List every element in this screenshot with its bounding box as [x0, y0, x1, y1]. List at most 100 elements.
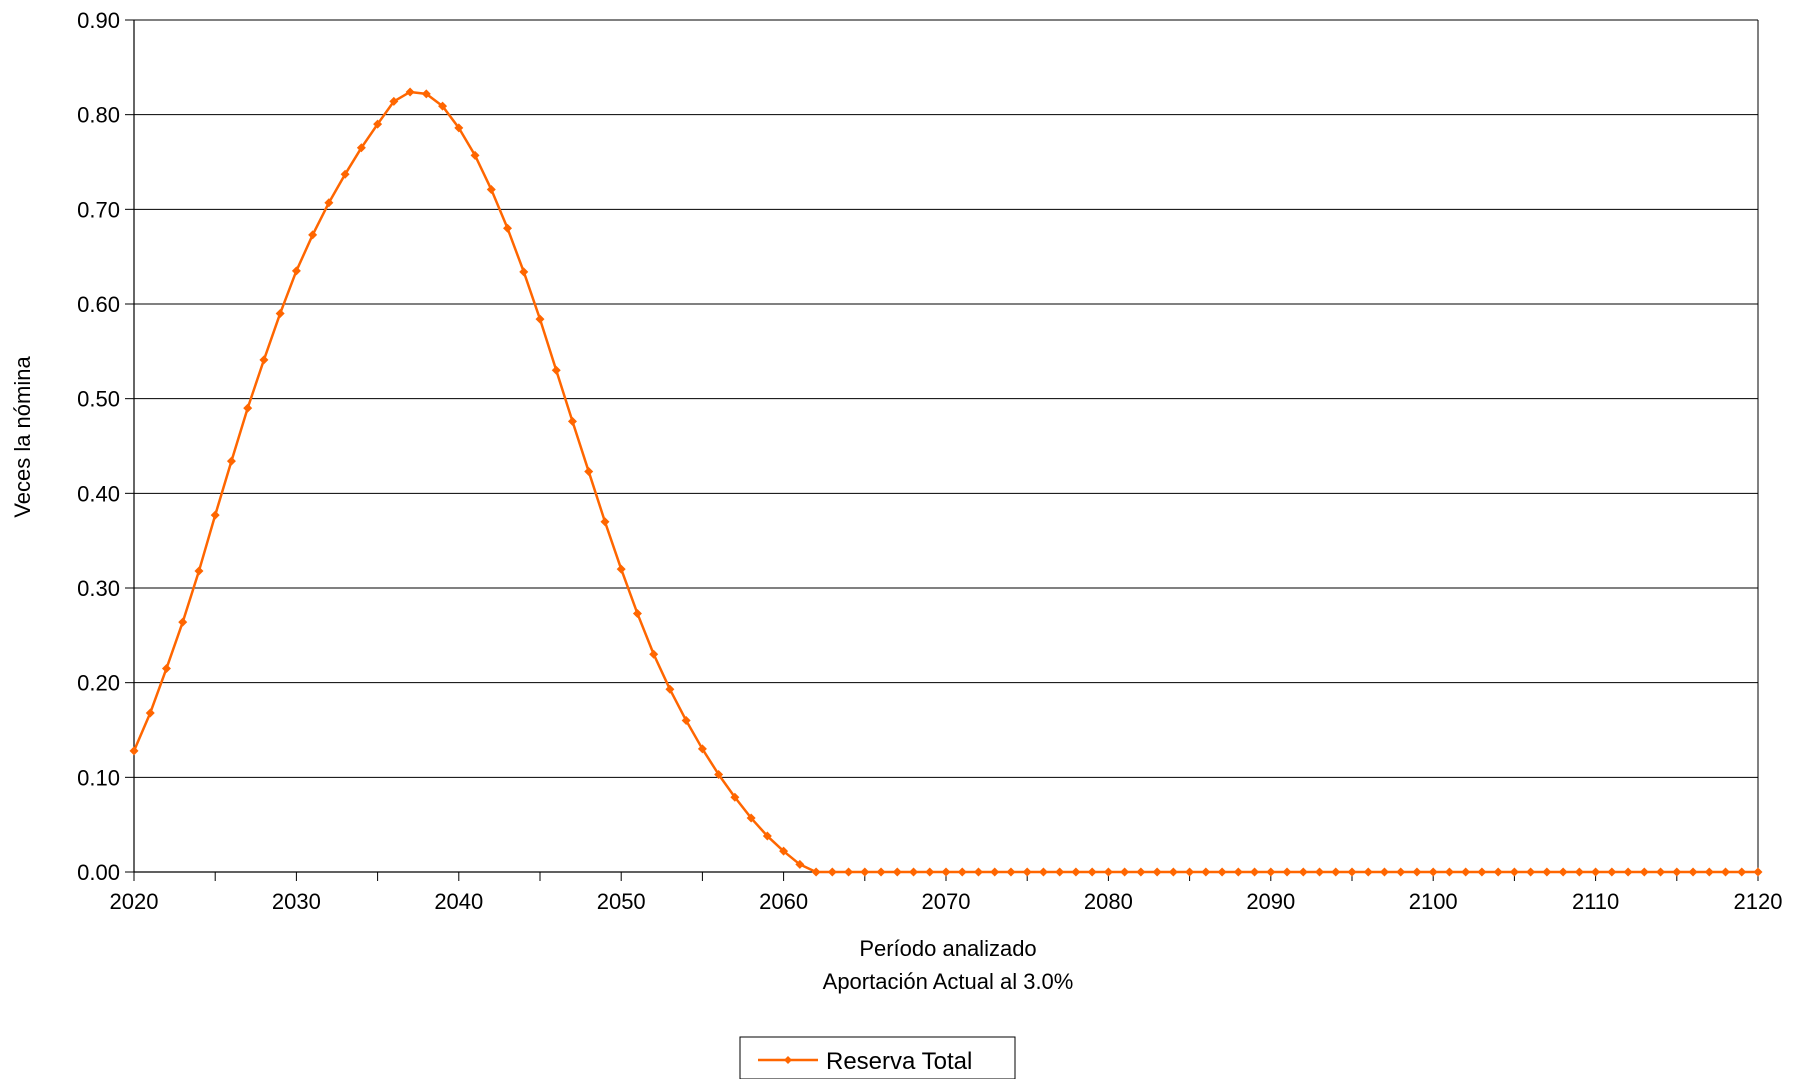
data-point: [1201, 867, 1211, 877]
data-point: [389, 96, 399, 106]
data-point: [535, 314, 545, 324]
y-tick-label: 0.30: [77, 576, 120, 601]
y-tick-label: 0.90: [77, 8, 120, 33]
x-tick-label: 2020: [110, 889, 159, 914]
data-point: [340, 169, 350, 179]
data-point: [844, 867, 854, 877]
data-point: [860, 867, 870, 877]
data-point: [438, 101, 448, 111]
data-point: [194, 566, 204, 576]
data-point: [1607, 867, 1617, 877]
data-point: [275, 308, 285, 318]
data-point: [1363, 867, 1373, 877]
x-tick-label: 2030: [272, 889, 321, 914]
data-point: [503, 223, 513, 233]
y-tick-label: 0.40: [77, 481, 120, 506]
data-point: [1656, 867, 1666, 877]
x-tick-label: 2100: [1409, 889, 1458, 914]
data-point: [649, 649, 659, 659]
data-point: [1103, 867, 1113, 877]
data-point: [1509, 867, 1519, 877]
y-axis-ticks: 0.00 0.10 0.20 0.30 0.40 0.50 0.60 0.70 0.80 0.90: [77, 8, 134, 885]
x-tick-label: 2080: [1084, 889, 1133, 914]
data-point: [1168, 867, 1178, 877]
data-point: [1396, 867, 1406, 877]
data-point: [957, 867, 967, 877]
data-point: [1704, 867, 1714, 877]
data-point: [1753, 867, 1763, 877]
data-point: [1071, 867, 1081, 877]
data-point: [1298, 867, 1308, 877]
data-point: [1087, 867, 1097, 877]
x-tick-label: 2050: [597, 889, 646, 914]
data-point: [519, 267, 529, 277]
x-tick-label: 2090: [1246, 889, 1295, 914]
data-point: [1591, 867, 1601, 877]
legend: Reserva Total: [739, 1036, 1016, 1079]
data-point: [470, 150, 480, 160]
data-point: [762, 831, 772, 841]
data-point: [1574, 867, 1584, 877]
data-point: [876, 867, 886, 877]
data-point: [730, 792, 740, 802]
data-point: [486, 184, 496, 194]
data-point: [1347, 867, 1357, 877]
y-tick-label: 0.10: [77, 765, 120, 790]
data-point: [1315, 867, 1325, 877]
x-tick-label: 2060: [759, 889, 808, 914]
data-point: [308, 230, 318, 240]
data-point: [161, 663, 171, 673]
data-point: [454, 123, 464, 133]
data-point: [616, 564, 626, 574]
data-point: [1493, 867, 1503, 877]
data-point: [405, 87, 415, 97]
data-point: [1558, 867, 1568, 877]
y-tick-label: 0.80: [77, 103, 120, 128]
data-point: [714, 769, 724, 779]
data-point: [1120, 867, 1130, 877]
plot-area: [133, 20, 1759, 873]
data-point: [1737, 867, 1747, 877]
series-layer: [129, 87, 1763, 877]
data-point: [665, 684, 675, 694]
data-point: [600, 517, 610, 527]
data-point: [356, 143, 366, 153]
data-point: [1412, 867, 1422, 877]
x-axis-label: Período analizado: [859, 936, 1036, 961]
data-point: [1623, 867, 1633, 877]
data-point: [941, 867, 951, 877]
data-point: [1233, 867, 1243, 877]
y-tick-label: 0.20: [77, 671, 120, 696]
data-point: [291, 266, 301, 276]
y-axis-label: Veces la nómina: [10, 356, 35, 518]
data-point: [697, 744, 707, 754]
data-point: [827, 867, 837, 877]
data-point: [1688, 867, 1698, 877]
data-point: [1444, 867, 1454, 877]
data-point: [1282, 867, 1292, 877]
data-point: [226, 456, 236, 466]
data-point: [1022, 867, 1032, 877]
data-point: [811, 867, 821, 877]
data-point: [373, 119, 383, 129]
data-point: [1477, 867, 1487, 877]
data-point: [1136, 867, 1146, 877]
data-point: [1461, 867, 1471, 877]
data-point: [1672, 867, 1682, 877]
legend-label-reserva-total: Reserva Total: [826, 1048, 972, 1075]
data-point: [1721, 867, 1731, 877]
data-point: [1038, 867, 1048, 877]
data-point: [909, 867, 919, 877]
y-tick-label: 0.60: [77, 292, 120, 317]
data-point: [1152, 867, 1162, 877]
data-point: [925, 867, 935, 877]
data-point: [1526, 867, 1536, 877]
y-tick-label: 0.50: [77, 387, 120, 412]
data-point: [1379, 867, 1389, 877]
data-point: [210, 510, 220, 520]
data-point: [990, 867, 1000, 877]
data-point: [1331, 867, 1341, 877]
data-point: [584, 467, 594, 477]
data-point: [973, 867, 983, 877]
data-point: [567, 416, 577, 426]
